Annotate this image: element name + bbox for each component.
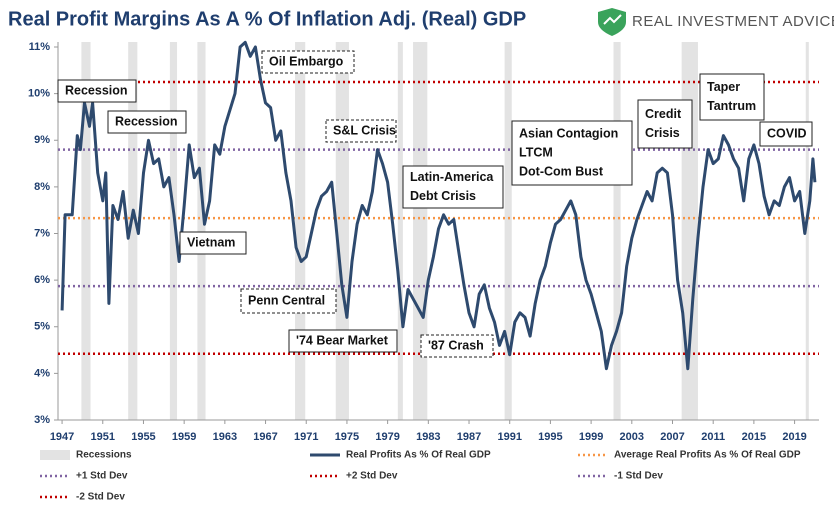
annotation-text: LTCM [519,145,553,159]
annotation-box [57,79,137,103]
annotation-text: Latin-America [410,170,494,184]
recession-band [397,42,403,420]
x-tick-label: 1963 [213,431,237,443]
x-tick-label: 1991 [497,431,521,443]
recession-band [81,42,91,420]
legend-label: +2 Std Dev [346,471,398,482]
annotation-text: Asian Contagion [519,126,618,140]
x-tick-label: 1975 [335,431,359,443]
recession-band [169,42,178,420]
annotation-text: Dot-Com Bust [519,164,604,178]
annotation: S&L Crisis [325,119,397,143]
y-tick-label: 3% [34,414,50,426]
y-tick-label: 11% [29,41,51,53]
annotation: Asian Contagion LTCM Dot-Com Bust [511,120,633,186]
y-tick-label: 4% [34,367,50,379]
chart-title: Real Profit Margins As A % Of Inflation … [8,8,526,30]
y-tick-label: 5% [34,321,50,333]
annotation-text: Crisis [645,126,680,140]
annotation-text: '87 Crash [428,338,484,352]
recession-band [197,42,206,420]
x-tick-label: 1955 [131,431,155,443]
legend-label: Real Profits As % Of Real GDP [346,450,491,461]
x-tick-label: 1951 [91,431,115,443]
legend: Recessions Real Profits As % Of Real GDP A… [40,450,801,503]
annotation-text: Debt Crisis [410,189,476,203]
x-tick-label: 1971 [294,431,318,443]
legend-label: Recessions [76,450,132,461]
recession-band [613,42,621,420]
recession-band [295,42,306,420]
logo-arrow [603,14,622,25]
x-tick-label: 1999 [579,431,603,443]
legend-label: -1 Std Dev [614,471,663,482]
x-tick-label: 1947 [50,431,74,443]
x-tick-label: 1983 [416,431,440,443]
annotation: COVID [759,121,813,147]
annotation-text: Penn Central [248,293,325,307]
annotation-text: Recession [115,114,178,128]
data-line [60,40,817,371]
x-tick-label: 2015 [742,431,766,443]
annotation-text: Tantrum [707,99,756,113]
x-tick-label: 1987 [457,431,481,443]
y-tick-label: 10% [28,88,50,100]
logo-icon [598,8,626,36]
x-tick-label: 1959 [172,431,196,443]
annotation: Penn Central [240,288,337,314]
annotation-box [288,329,398,353]
x-tick-label: 1979 [375,431,399,443]
annotation-box [759,121,813,147]
annotation-text: Credit [645,107,682,121]
annotation-box [511,120,633,186]
annotation: Recession [57,79,137,103]
annotation-box [402,165,504,209]
annotation-text: COVID [767,126,807,140]
legend-label: -2 Std Dev [76,492,125,503]
y-tick-label: 7% [34,227,50,239]
recession-band [413,42,428,420]
annotation: Vietnam [179,231,247,255]
annotation-text: Vietnam [187,235,235,249]
annotation-text: Recession [65,83,128,97]
x-tick-label: 2007 [660,431,684,443]
legend-label: +1 Std Dev [76,471,128,482]
annotation: Oil Embargo [261,50,355,74]
annotation: Credit Crisis [637,99,693,149]
x-tick-label: 1967 [253,431,277,443]
recession-band [504,42,512,420]
annotation-box [420,334,494,358]
legend-swatch [40,450,70,460]
annotation-text: '74 Bear Market [296,333,389,347]
annotation: '87 Crash [420,334,494,358]
annotation-box [107,110,187,134]
recession-band [805,42,809,420]
annotation: Recession [107,110,187,134]
annotation-box [240,288,337,314]
annotation: Latin-America Debt Crisis [402,165,504,209]
annotation-box [179,231,247,255]
y-tick-label: 6% [34,274,50,286]
logo: REAL INVESTMENT ADVICE [598,8,834,36]
annotation-box [261,50,355,74]
annotation-text: Taper [707,80,740,94]
x-tick-label: 2011 [701,431,725,443]
annotation-text: S&L Crisis [333,123,396,137]
recession-band [681,42,698,420]
y-tick-label: 9% [34,134,50,146]
annotation-box [325,119,397,143]
x-tick-label: 2019 [782,431,806,443]
annotation: '74 Bear Market [288,329,398,353]
annotation: Taper Tantrum [699,73,765,121]
annotation-text: Oil Embargo [269,54,344,68]
recession-band [128,42,138,420]
y-tick-label: 8% [34,181,50,193]
x-tick-label: 1995 [538,431,562,443]
x-tick-label: 2003 [620,431,644,443]
legend-label: Average Real Profits As % Of Real GDP [614,450,801,461]
brand: REAL INVESTMENT ADVICE [632,13,834,30]
annotation-box [637,99,693,149]
annotation-box [699,73,765,121]
